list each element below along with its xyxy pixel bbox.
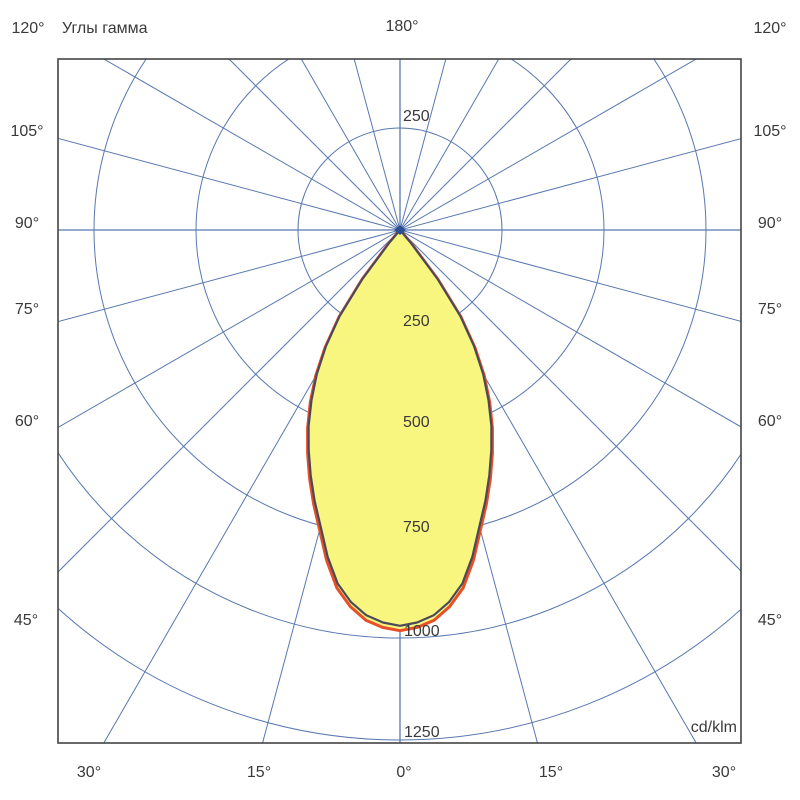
intensity-ring xyxy=(58,607,741,741)
unit-label: cd/klm xyxy=(690,719,737,736)
ring-label-750: 750 xyxy=(403,519,430,536)
gamma-label-bottom-30L: 30° xyxy=(76,764,102,781)
ring-label-500: 500 xyxy=(403,414,430,431)
gamma-label-bottom-0: 0° xyxy=(396,764,412,781)
gamma-label-right-75: 75° xyxy=(757,301,783,318)
gamma-label-right-120: 120° xyxy=(753,20,787,37)
gamma-label-right-90: 90° xyxy=(757,215,783,232)
gamma-label-top-180: 180° xyxy=(385,18,419,35)
gamma-label-bottom-15L: 15° xyxy=(246,764,272,781)
chart-title: Углы гамма xyxy=(62,20,148,37)
gamma-label-left-75: 75° xyxy=(14,301,40,318)
gamma-label-left-105: 105° xyxy=(10,123,44,140)
gamma-label-left-60: 60° xyxy=(14,413,40,430)
gamma-label-right-105: 105° xyxy=(753,123,787,140)
gamma-label-left-120: 120° xyxy=(11,20,45,37)
gamma-label-left-90: 90° xyxy=(14,215,40,232)
ring-label-250-upper: 250 xyxy=(403,108,430,125)
gamma-label-bottom-30R: 30° xyxy=(711,764,737,781)
gamma-label-right-60: 60° xyxy=(757,413,783,430)
ring-label-1250: 1250 xyxy=(404,724,440,741)
gamma-label-bottom-15R: 15° xyxy=(538,764,564,781)
gamma-label-left-45: 45° xyxy=(13,612,39,629)
ring-label-1000: 1000 xyxy=(404,623,440,640)
pole-marker xyxy=(394,225,406,235)
ring-label-250: 250 xyxy=(403,313,430,330)
intensity-ring xyxy=(58,451,741,639)
gamma-label-right-45: 45° xyxy=(757,612,783,629)
lobe-curve-c90-270 xyxy=(307,228,493,627)
chart-frame xyxy=(57,58,742,744)
